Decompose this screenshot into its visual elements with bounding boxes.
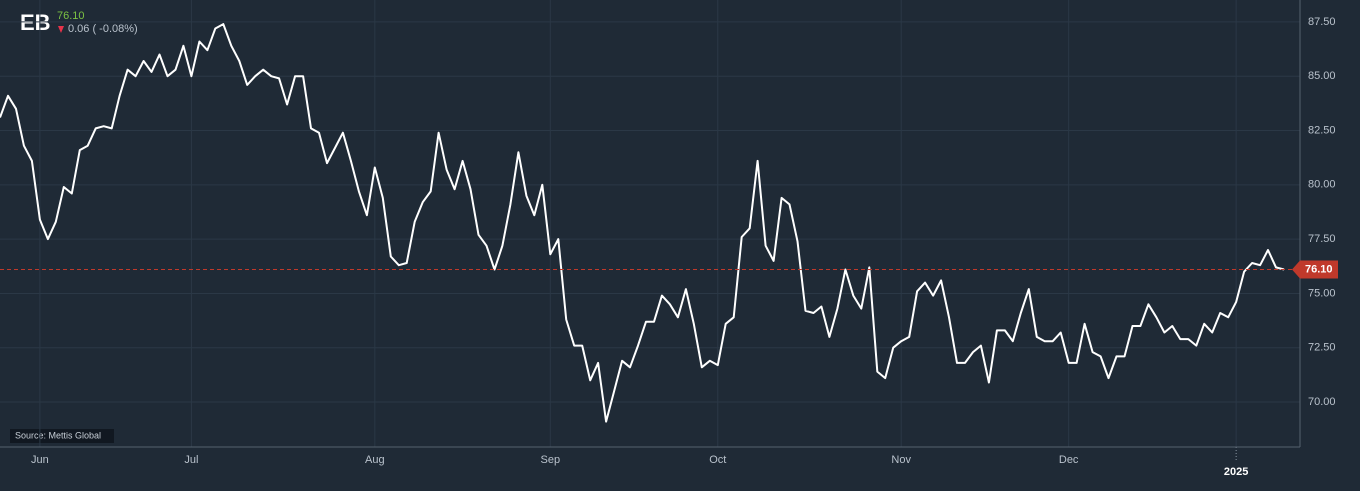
- source: Source: Mettis Global: [15, 430, 101, 440]
- last-price: 76.10: [57, 10, 85, 22]
- x-tick-label: 2025: [1224, 466, 1248, 478]
- y-tick-label: 77.50: [1308, 233, 1336, 245]
- price-line: [0, 23, 1285, 423]
- y-tick-label: 80.00: [1308, 179, 1336, 191]
- y-tick-label: 72.50: [1308, 342, 1336, 354]
- last-price-badge: [1292, 260, 1338, 279]
- x-tick-label: Aug: [365, 454, 385, 466]
- x-tick-label: Jun: [31, 454, 49, 466]
- x-tick-label: Nov: [891, 454, 911, 466]
- x-tick-label: Jul: [184, 454, 198, 466]
- y-tick-label: 82.50: [1308, 124, 1336, 136]
- y-tick-label: 70.00: [1308, 396, 1336, 408]
- y-tick-label: 87.50: [1308, 16, 1336, 28]
- x-tick-label: Dec: [1059, 454, 1079, 466]
- price-change: 0.06 ( -0.08%): [68, 23, 138, 35]
- x-tick-label: Oct: [709, 454, 726, 466]
- x-tick-label: Sep: [540, 454, 560, 466]
- down-arrow: [58, 26, 64, 33]
- last-price-badge-label: 76.10: [1305, 263, 1333, 275]
- y-tick-label: 75.00: [1308, 287, 1336, 299]
- source-box: [10, 429, 114, 443]
- y-tick-label: 85.00: [1308, 70, 1336, 82]
